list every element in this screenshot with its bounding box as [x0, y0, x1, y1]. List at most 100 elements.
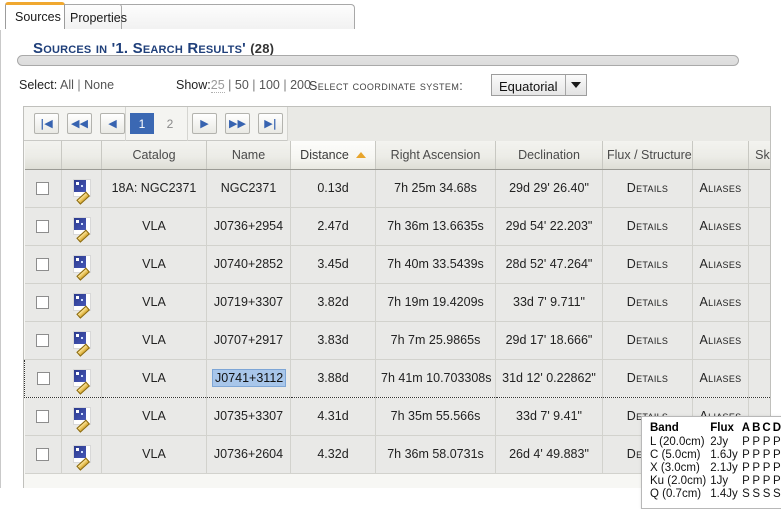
sky-map-icon[interactable] — [769, 178, 770, 198]
sky-map-icon[interactable] — [769, 368, 770, 388]
sky-map-icon[interactable] — [769, 254, 770, 274]
row-details-link[interactable]: Details — [602, 207, 693, 246]
edit-source-icon[interactable] — [72, 255, 91, 281]
row-checkbox[interactable] — [36, 334, 50, 348]
source-name[interactable]: J0735+3307 — [213, 409, 284, 423]
row-name-cell[interactable]: J0741+3112 — [206, 358, 291, 398]
row-name-cell[interactable]: J0736+2604 — [206, 435, 291, 474]
column-header-checkbox[interactable] — [24, 141, 62, 170]
row-edit-cell[interactable] — [61, 358, 102, 398]
coordinate-system-select[interactable]: Equatorial — [491, 74, 587, 96]
select-all-link[interactable]: All — [60, 78, 74, 92]
edit-source-icon[interactable] — [72, 407, 91, 433]
show-option-100[interactable]: 100 — [259, 78, 280, 92]
row-aliases-link[interactable]: Aliases — [692, 245, 749, 284]
edit-source-icon[interactable] — [72, 179, 91, 205]
row-checkbox-cell[interactable] — [24, 397, 62, 436]
row-edit-cell[interactable] — [61, 435, 102, 474]
row-checkbox[interactable] — [36, 448, 50, 462]
show-option-50[interactable]: 50 — [234, 78, 249, 92]
row-details-link[interactable]: Details — [602, 169, 693, 208]
column-header-catalog[interactable]: Catalog — [101, 141, 207, 170]
horizontal-scrollbar[interactable] — [17, 55, 739, 66]
source-name[interactable]: NGC2371 — [220, 181, 277, 195]
row-sky-map-cell[interactable] — [748, 283, 770, 322]
table-row[interactable]: VLA J0740+2852 3.45d 7h 40m 33.5439s 28d 52'… — [24, 245, 770, 284]
row-checkbox-cell[interactable] — [24, 321, 62, 360]
column-header-sky-map[interactable]: Sky Map — [748, 141, 770, 170]
row-aliases-link[interactable]: Aliases — [692, 207, 749, 246]
row-name-cell[interactable]: J0719+3307 — [206, 283, 291, 322]
row-sky-map-cell[interactable] — [748, 245, 770, 284]
table-row[interactable]: VLA J0719+3307 3.82d 7h 19m 19.4209s 33d 7' … — [24, 283, 770, 322]
column-header-edit[interactable] — [61, 141, 102, 170]
show-option-200[interactable]: 200 — [290, 78, 311, 92]
source-name[interactable]: J0740+2852 — [213, 257, 284, 271]
column-header-distance[interactable]: Distance — [290, 141, 376, 170]
row-checkbox-cell[interactable] — [24, 207, 62, 246]
row-edit-cell[interactable] — [61, 245, 102, 284]
row-aliases-link[interactable]: Aliases — [692, 358, 749, 398]
tab-sources[interactable]: Sources — [5, 2, 65, 30]
row-edit-cell[interactable] — [61, 283, 102, 322]
row-checkbox[interactable] — [36, 182, 50, 196]
row-aliases-link[interactable]: Aliases — [692, 283, 749, 322]
pagination-page-1[interactable]: 1 — [130, 113, 154, 134]
pagination-last-button[interactable]: ▶| — [258, 113, 283, 134]
row-sky-map-cell[interactable] — [748, 169, 770, 208]
row-edit-cell[interactable] — [61, 207, 102, 246]
row-edit-cell[interactable] — [61, 321, 102, 360]
source-name[interactable]: J0719+3307 — [213, 295, 284, 309]
row-aliases-link[interactable]: Aliases — [692, 321, 749, 360]
tab-properties[interactable]: Properties — [60, 4, 127, 30]
row-checkbox-cell[interactable] — [24, 435, 62, 474]
row-sky-map-cell[interactable] — [748, 358, 770, 398]
row-name-cell[interactable]: J0740+2852 — [206, 245, 291, 284]
edit-source-icon[interactable] — [72, 445, 91, 471]
row-details-link[interactable]: Details — [602, 245, 693, 284]
column-header-name[interactable]: Name — [206, 141, 291, 170]
source-name[interactable]: J0736+2604 — [213, 447, 284, 461]
row-checkbox[interactable] — [36, 372, 50, 386]
pagination-prev-button[interactable]: ◀ — [100, 113, 125, 134]
row-sky-map-cell[interactable] — [748, 207, 770, 246]
chevron-down-icon[interactable] — [564, 75, 586, 95]
source-name-selected[interactable]: J0741+3112 — [212, 369, 287, 387]
column-header-flux-structure[interactable]: Flux / Structure — [602, 141, 693, 170]
row-checkbox-cell[interactable] — [24, 169, 62, 208]
row-checkbox-cell[interactable] — [24, 283, 62, 322]
row-details-link[interactable]: Details — [602, 321, 693, 360]
sky-map-icon[interactable] — [769, 330, 770, 350]
row-checkbox[interactable] — [36, 258, 50, 272]
table-row[interactable]: VLA J0741+3112 3.88d 7h 41m 10.703308s 31d 1… — [24, 358, 770, 398]
row-checkbox[interactable] — [36, 410, 50, 424]
column-header-aliases[interactable] — [692, 141, 749, 170]
pagination-prev-block-button[interactable]: ◀◀ — [67, 113, 92, 134]
edit-source-icon[interactable] — [72, 369, 91, 395]
source-name[interactable]: J0736+2954 — [213, 219, 284, 233]
row-checkbox[interactable] — [36, 220, 50, 234]
pagination-next-block-button[interactable]: ▶▶ — [225, 113, 250, 134]
row-name-cell[interactable]: NGC2371 — [206, 169, 291, 208]
table-row[interactable]: VLA J0736+2954 2.47d 7h 36m 13.6635s 29d 54'… — [24, 207, 770, 246]
row-sky-map-cell[interactable] — [748, 321, 770, 360]
edit-source-icon[interactable] — [72, 217, 91, 243]
pagination-page-2[interactable]: 2 — [166, 116, 174, 131]
row-checkbox-cell[interactable] — [24, 358, 62, 398]
edit-source-icon[interactable] — [72, 331, 91, 357]
column-header-right-ascension[interactable]: Right Ascension — [375, 141, 496, 170]
select-none-link[interactable]: None — [84, 78, 115, 92]
sky-map-icon[interactable] — [769, 292, 770, 312]
column-header-declination[interactable]: Declination — [495, 141, 603, 170]
pagination-next-button[interactable]: ▶ — [192, 113, 217, 134]
row-edit-cell[interactable] — [61, 169, 102, 208]
row-aliases-link[interactable]: Aliases — [692, 169, 749, 208]
row-name-cell[interactable]: J0736+2954 — [206, 207, 291, 246]
show-option-25[interactable]: 25 — [210, 78, 225, 93]
row-checkbox[interactable] — [36, 296, 50, 310]
row-edit-cell[interactable] — [61, 397, 102, 436]
pagination-first-button[interactable]: |◀ — [34, 113, 59, 134]
row-name-cell[interactable]: J0735+3307 — [206, 397, 291, 436]
edit-source-icon[interactable] — [72, 293, 91, 319]
row-details-link[interactable]: Details — [602, 358, 693, 398]
